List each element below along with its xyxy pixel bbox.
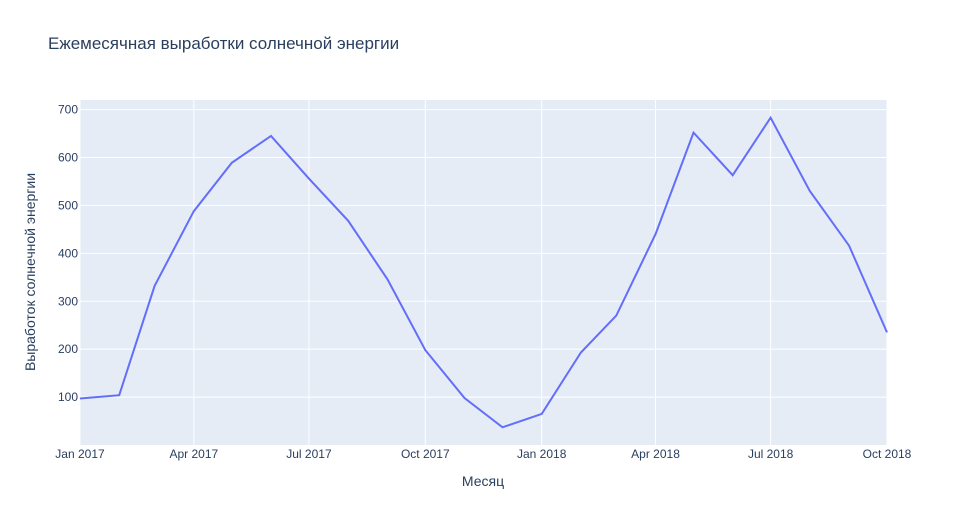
y-tick-label: 300	[58, 294, 78, 308]
y-tick-label: 600	[58, 151, 78, 165]
x-tick-label: Apr 2017	[169, 447, 218, 461]
x-tick-label: Jan 2017	[55, 447, 105, 461]
x-axis-title: Месяц	[462, 473, 504, 489]
x-tick-label: Jul 2018	[748, 447, 794, 461]
x-tick-label: Oct 2017	[401, 447, 450, 461]
y-tick-label: 500	[58, 198, 78, 212]
y-tick-label: 700	[58, 103, 78, 117]
y-axis-ticks: 100 200 300 400 500 600 700	[58, 103, 78, 405]
x-tick-label: Oct 2018	[863, 447, 912, 461]
y-tick-label: 200	[58, 342, 78, 356]
series-line	[79, 115, 888, 429]
x-tick-label: Jul 2017	[286, 447, 332, 461]
x-axis-ticks: Jan 2017 Apr 2017 Jul 2017 Oct 2017 Jan 2018…	[55, 447, 911, 461]
plot-background	[80, 100, 887, 445]
chart-title: Ежемесячная выработки солнечной энергии	[48, 34, 400, 53]
y-tick-label: 100	[58, 390, 78, 404]
x-tick-label: Apr 2018	[631, 447, 680, 461]
y-tick-label: 400	[58, 246, 78, 260]
gridlines	[79, 100, 888, 445]
x-tick-label: Jan 2018	[517, 447, 567, 461]
y-axis-title: Выработок солнечной энергии	[22, 173, 38, 371]
